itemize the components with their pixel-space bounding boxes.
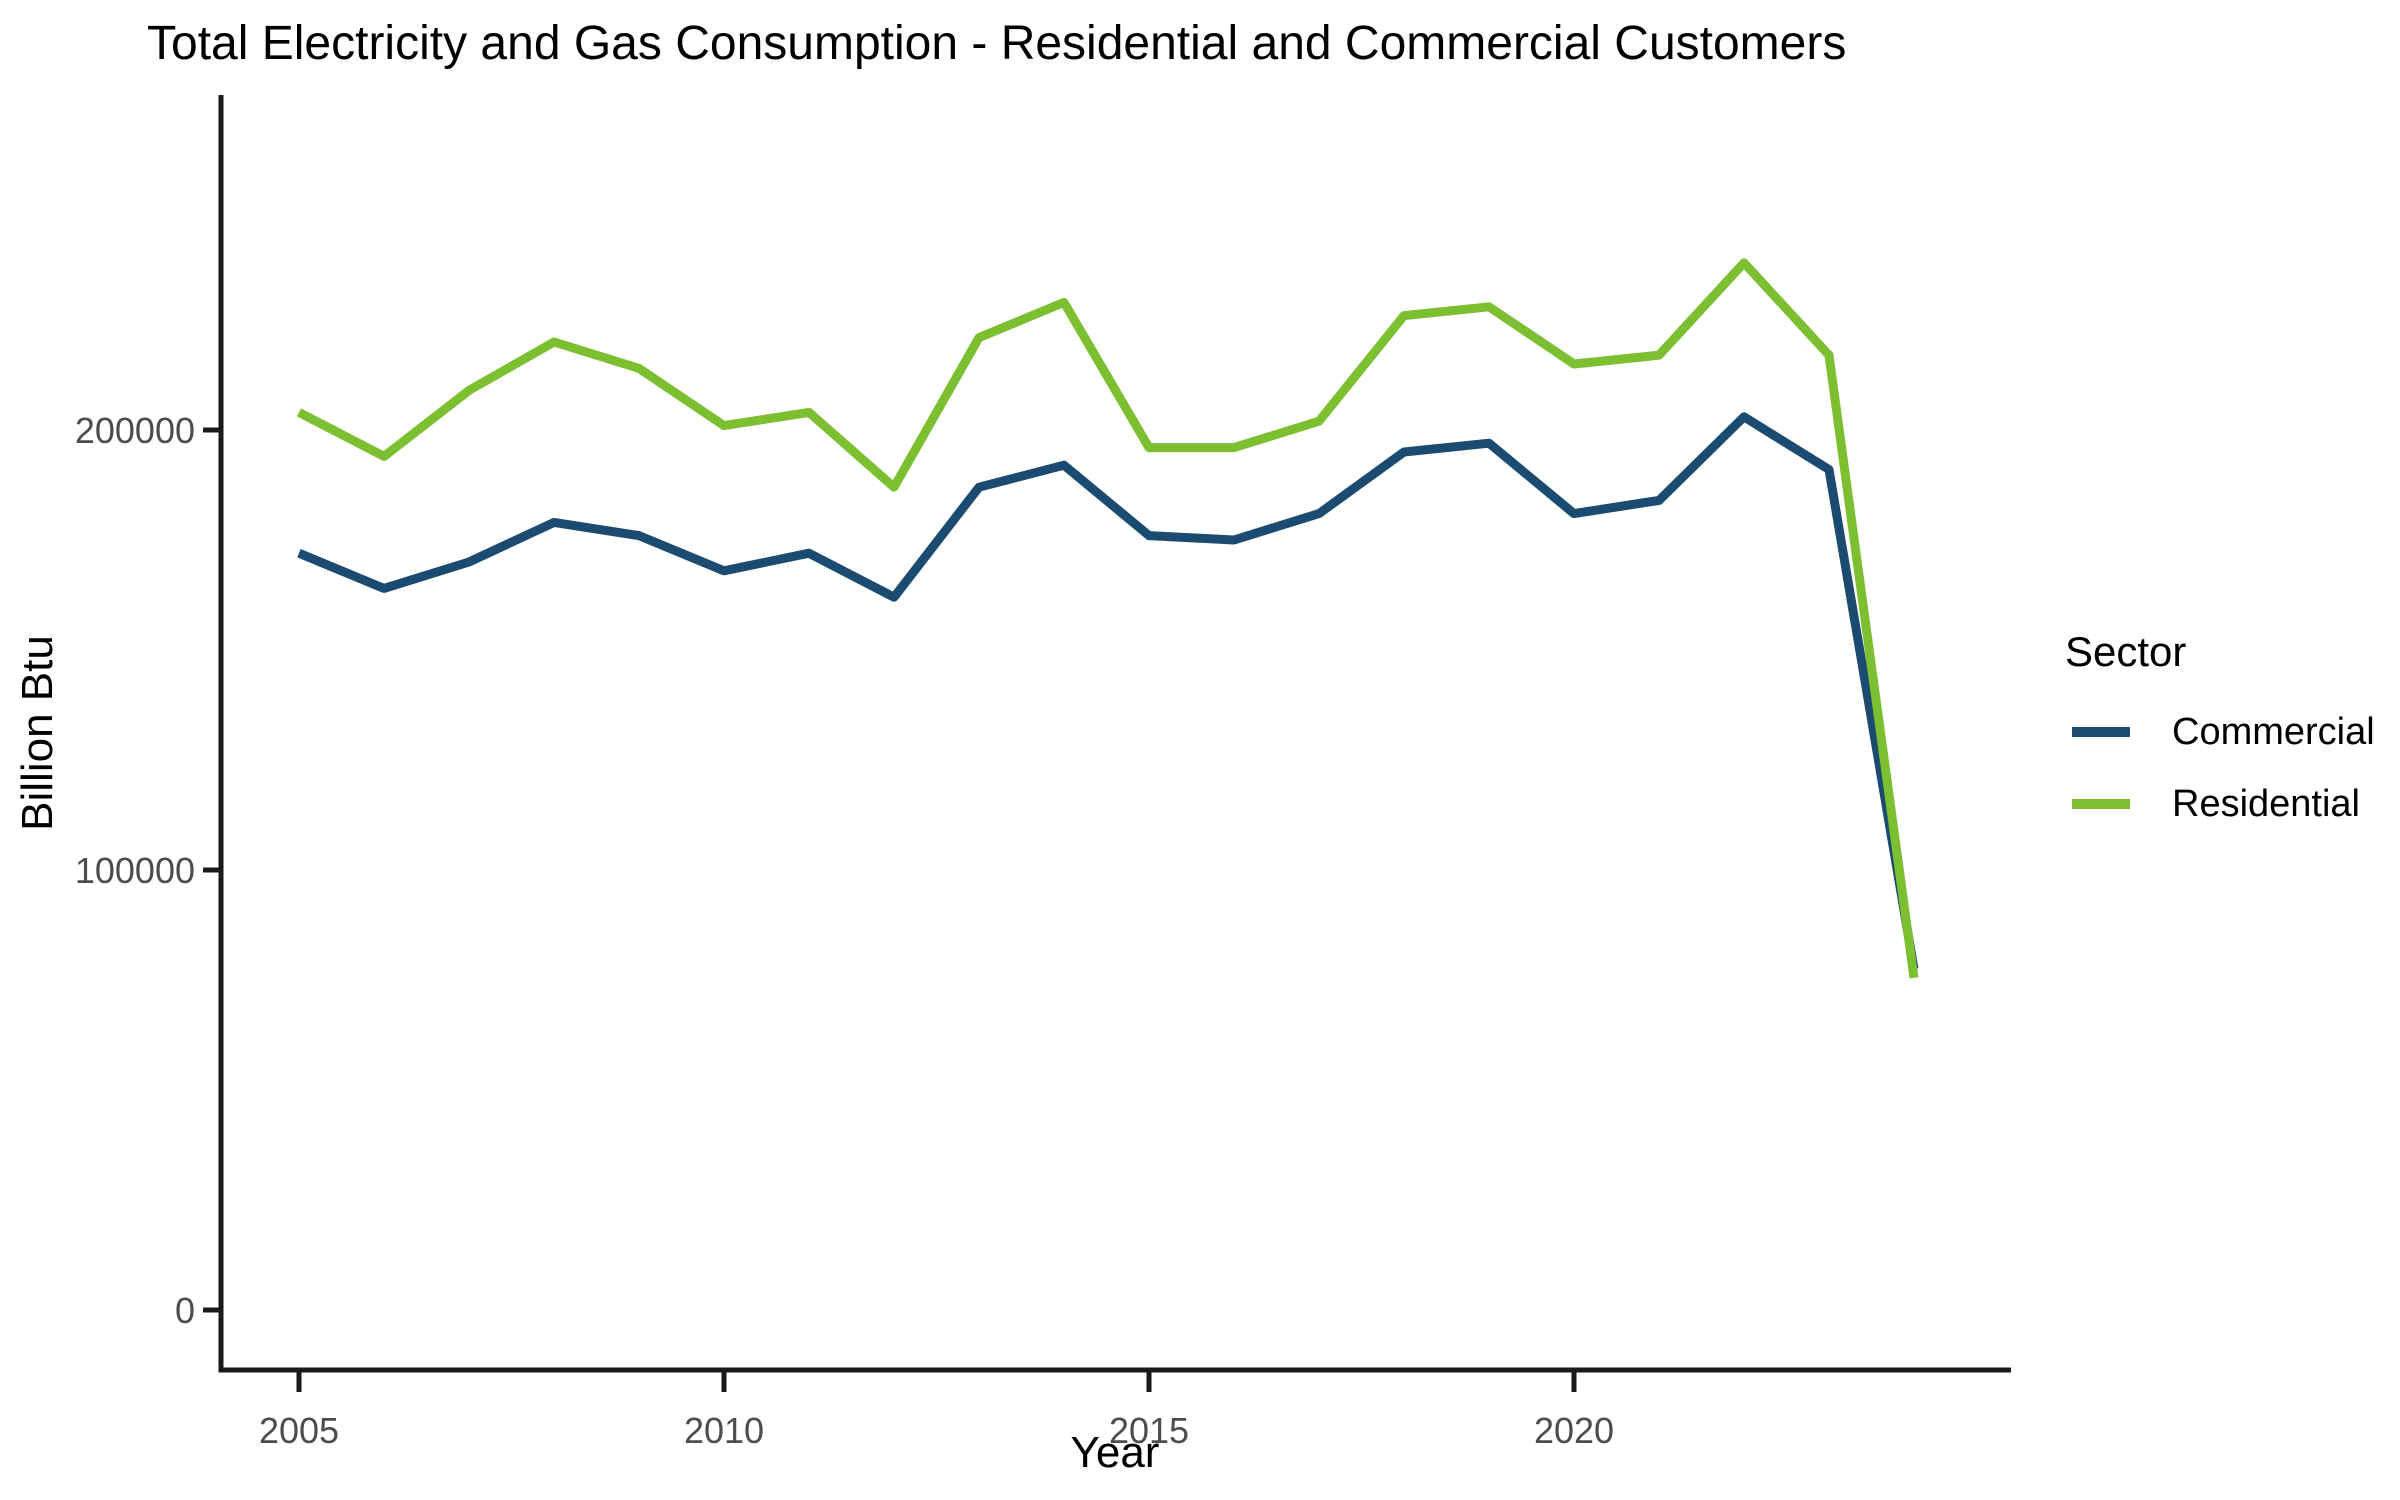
series-line-residential xyxy=(296,258,1919,979)
legend-title: Sector xyxy=(2065,628,2187,675)
x-axis-title: Year xyxy=(1070,1428,1160,1477)
x-tick-label: 2010 xyxy=(684,1410,764,1451)
legend-item-residential: Residential xyxy=(2065,782,2375,826)
legend-label-commercial: Commercial xyxy=(2172,710,2375,753)
series-line-commercial xyxy=(297,412,1919,970)
x-tick-label: 2005 xyxy=(259,1410,339,1451)
chart-title: Total Electricity and Gas Consumption - … xyxy=(147,17,1847,70)
residential-line-swatch xyxy=(2072,799,2130,809)
y-tick-label: 0 xyxy=(175,1290,195,1331)
x-tick-label: 2015 xyxy=(1109,1410,1189,1451)
legend-label-residential: Residential xyxy=(2172,782,2360,825)
y-axis-title: Billion Btu xyxy=(13,635,62,831)
y-tick-label: 200000 xyxy=(75,410,195,451)
y-tick-label: 100000 xyxy=(75,850,195,891)
legend: Sector Commercial Residential xyxy=(2065,628,2375,854)
legend-item-commercial: Commercial xyxy=(2065,710,2375,754)
commercial-line-swatch xyxy=(2072,727,2130,737)
x-tick-label: 2020 xyxy=(1534,1410,1614,1451)
